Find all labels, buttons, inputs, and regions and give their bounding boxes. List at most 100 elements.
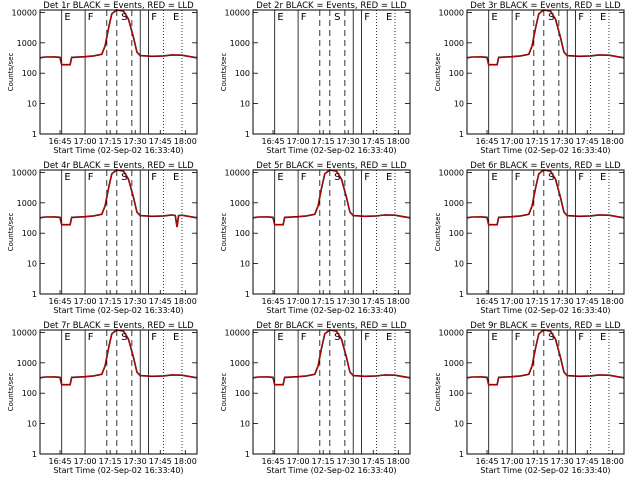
y-tick-label: 100 <box>235 229 250 238</box>
x-tick-label: 16:45 <box>476 137 499 146</box>
marker-letter: F <box>364 332 370 343</box>
y-axis-title: Counts/sec <box>434 373 442 412</box>
y-tick-label: 1 <box>459 130 464 139</box>
lld-series-line <box>252 329 411 386</box>
lld-series-line <box>39 169 198 228</box>
x-tick-label: 18:00 <box>174 297 197 306</box>
marker-letter: S <box>121 172 127 183</box>
y-tick-label: 100 <box>22 389 37 398</box>
y-tick-label: 10000 <box>439 168 464 177</box>
plot-frame <box>39 169 198 295</box>
x-tick-label: 17:45 <box>576 137 599 146</box>
marker-letter: E <box>600 172 606 183</box>
marker-letter: S <box>121 12 127 23</box>
y-axis-title: Counts/sec <box>7 373 15 412</box>
y-tick-label: 1000 <box>230 199 250 208</box>
x-tick-label: 18:00 <box>601 297 624 306</box>
y-tick-label: 10000 <box>225 168 250 177</box>
x-tick-label: 16:45 <box>262 137 285 146</box>
y-tick-label: 10000 <box>12 8 37 17</box>
marker-letter: E <box>277 12 283 23</box>
x-tick-label: 17:45 <box>149 457 172 466</box>
y-tick-label: 1000 <box>230 39 250 48</box>
lld-series-line <box>252 169 411 226</box>
plot-frame <box>252 9 411 135</box>
panel-title: Det 7r BLACK = Events, RED = LLD <box>43 321 194 331</box>
x-tick-label: 17:00 <box>74 137 97 146</box>
x-tick-label: 16:45 <box>49 297 72 306</box>
x-tick-label: 17:15 <box>99 137 122 146</box>
x-tick-label: 17:45 <box>149 297 172 306</box>
marker-letter: F <box>364 12 370 23</box>
y-tick-label: 1000 <box>444 39 464 48</box>
y-tick-label: 10 <box>454 420 464 429</box>
panel-title: Det 6r BLACK = Events, RED = LLD <box>470 161 621 171</box>
marker-letter: F <box>578 12 584 23</box>
y-tick-label: 1 <box>245 130 250 139</box>
y-axis-title: Counts/sec <box>220 213 228 252</box>
plot-frame <box>466 9 625 135</box>
x-tick-label: 17:30 <box>337 137 360 146</box>
x-tick-label: 17:00 <box>287 297 310 306</box>
panel-title: Det 8r BLACK = Events, RED = LLD <box>256 321 407 331</box>
marker-letter: S <box>121 332 127 343</box>
y-tick-label: 1000 <box>444 199 464 208</box>
x-tick-label: 17:30 <box>337 297 360 306</box>
x-tick-label: 17:15 <box>526 297 549 306</box>
x-tick-label: 17:30 <box>551 457 574 466</box>
x-tick-label: 16:45 <box>49 137 72 146</box>
marker-letter: F <box>578 172 584 183</box>
x-tick-label: 17:15 <box>312 297 335 306</box>
marker-letter: E <box>173 12 179 23</box>
x-tick-label: 18:00 <box>174 457 197 466</box>
x-axis-title: Start Time (02-Sep-02 16:33:40) <box>266 306 396 315</box>
y-tick-label: 10 <box>240 260 250 269</box>
x-tick-label: 17:45 <box>576 297 599 306</box>
marker-letter: E <box>173 172 179 183</box>
x-tick-label: 17:15 <box>99 297 122 306</box>
x-tick-label: 18:00 <box>601 137 624 146</box>
x-tick-label: 17:30 <box>124 457 147 466</box>
plot-frame <box>466 169 625 295</box>
panel-title: Det 3r BLACK = Events, RED = LLD <box>470 1 621 11</box>
x-tick-label: 17:30 <box>124 137 147 146</box>
plot-frame <box>466 329 625 455</box>
x-axis-title: Start Time (02-Sep-02 16:33:40) <box>480 306 610 315</box>
lld-series-line <box>39 9 198 66</box>
y-axis-title: Counts/sec <box>434 53 442 92</box>
x-tick-label: 18:00 <box>601 457 624 466</box>
y-tick-label: 10000 <box>12 328 37 337</box>
y-tick-label: 10 <box>240 100 250 109</box>
y-tick-label: 100 <box>22 229 37 238</box>
y-axis-title: Counts/sec <box>220 53 228 92</box>
marker-letter: F <box>515 332 521 343</box>
panel-title: Det 9r BLACK = Events, RED = LLD <box>470 321 621 331</box>
y-tick-label: 10 <box>27 420 37 429</box>
marker-letter: F <box>151 12 157 23</box>
marker-letter: E <box>600 12 606 23</box>
marker-letter: F <box>88 12 94 23</box>
marker-letter: E <box>491 12 497 23</box>
marker-letter: E <box>386 332 392 343</box>
y-tick-label: 10000 <box>439 328 464 337</box>
lld-series-line <box>466 9 625 66</box>
x-tick-label: 16:45 <box>262 297 285 306</box>
y-tick-label: 10 <box>454 260 464 269</box>
x-axis-title: Start Time (02-Sep-02 16:33:40) <box>266 146 396 155</box>
y-tick-label: 1 <box>32 290 37 299</box>
y-tick-label: 10000 <box>12 168 37 177</box>
marker-letter: F <box>88 172 94 183</box>
x-tick-label: 17:30 <box>124 297 147 306</box>
marker-letter: S <box>334 332 340 343</box>
x-axis-title: Start Time (02-Sep-02 16:33:40) <box>53 466 183 475</box>
y-axis-title: Counts/sec <box>7 53 15 92</box>
plot-frame <box>39 329 198 455</box>
y-tick-label: 10000 <box>225 328 250 337</box>
x-tick-label: 16:45 <box>476 297 499 306</box>
x-tick-label: 17:15 <box>312 137 335 146</box>
